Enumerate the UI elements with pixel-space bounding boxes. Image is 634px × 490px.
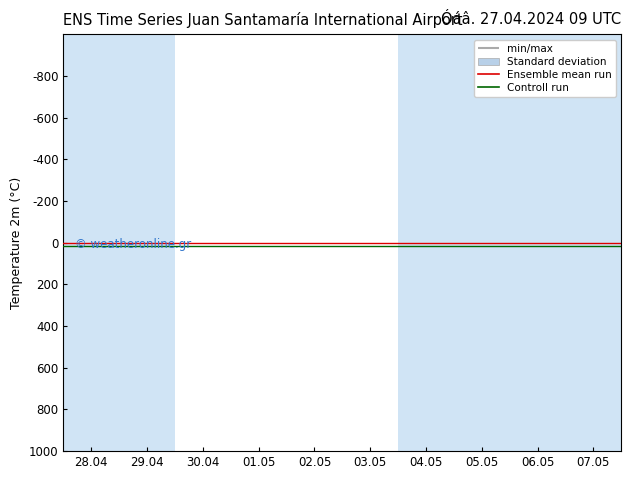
Bar: [398, 34, 510, 451]
Text: © weatheronline.gr: © weatheronline.gr: [75, 238, 191, 251]
Text: Óáâ. 27.04.2024 09 UTC: Óáâ. 27.04.2024 09 UTC: [441, 12, 621, 27]
Text: ENS Time Series Juan Santamaría International Airport: ENS Time Series Juan Santamaría Internat…: [63, 12, 463, 28]
Y-axis label: Temperature 2m (°C): Temperature 2m (°C): [10, 176, 23, 309]
Bar: [63, 34, 175, 451]
Bar: [510, 34, 621, 451]
Legend: min/max, Standard deviation, Ensemble mean run, Controll run: min/max, Standard deviation, Ensemble me…: [474, 40, 616, 97]
